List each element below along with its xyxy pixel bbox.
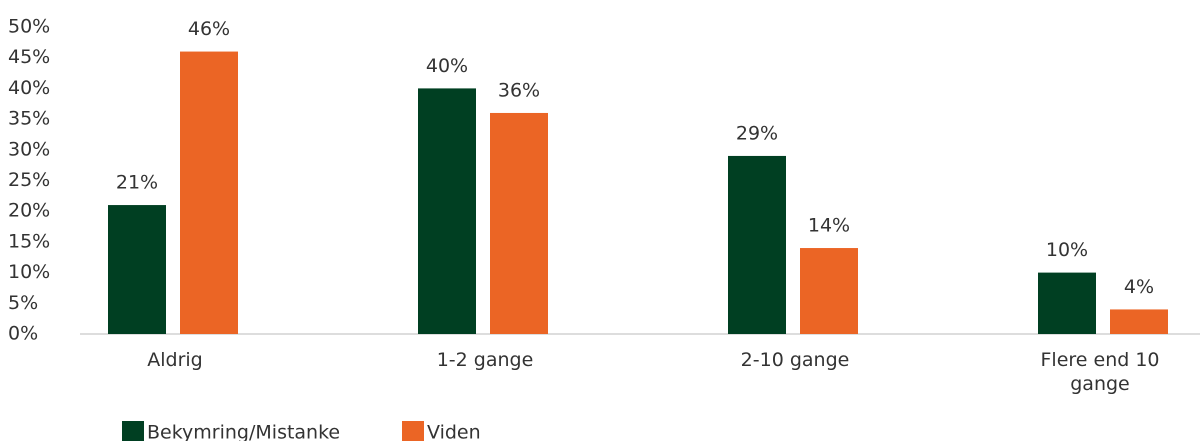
- data-label: 4%: [1124, 276, 1154, 298]
- y-tick-label: 10%: [8, 261, 50, 283]
- data-label: 46%: [188, 18, 230, 40]
- x-tick-label: Aldrig: [147, 349, 203, 371]
- y-tick-label: 40%: [8, 77, 50, 99]
- bar: [180, 51, 238, 335]
- bar: [1110, 309, 1168, 334]
- data-label: 21%: [116, 172, 158, 194]
- legend-swatch: [402, 421, 424, 441]
- x-tick-label: Flere end 10 gange: [1040, 349, 1160, 395]
- legend-label: Bekymring/Mistanke: [147, 422, 340, 441]
- bar: [108, 205, 166, 334]
- x-tick-label: 2-10 gange: [740, 349, 850, 371]
- data-label: 10%: [1046, 239, 1088, 261]
- bar: [728, 155, 786, 334]
- bar: [418, 88, 476, 335]
- y-tick-label: 25%: [8, 169, 50, 191]
- data-label: 29%: [736, 122, 778, 144]
- bar: [800, 248, 858, 334]
- legend-label: Viden: [427, 422, 481, 441]
- bar: [1038, 272, 1096, 334]
- y-tick-label: 30%: [8, 138, 50, 160]
- y-tick-label: 50%: [8, 16, 50, 38]
- bar: [490, 112, 548, 335]
- y-tick-label: 20%: [8, 200, 50, 222]
- y-tick-label: 0%: [8, 323, 38, 345]
- data-label: 14%: [808, 215, 850, 237]
- y-tick-label: 5%: [8, 292, 38, 314]
- legend-swatch: [122, 421, 144, 441]
- y-tick-label: 35%: [8, 108, 50, 130]
- x-tick-label: 1-2 gange: [436, 349, 534, 371]
- data-label: 36%: [498, 79, 540, 101]
- y-tick-label: 45%: [8, 46, 50, 68]
- data-label: 40%: [426, 55, 468, 77]
- y-tick-label: 15%: [8, 230, 50, 252]
